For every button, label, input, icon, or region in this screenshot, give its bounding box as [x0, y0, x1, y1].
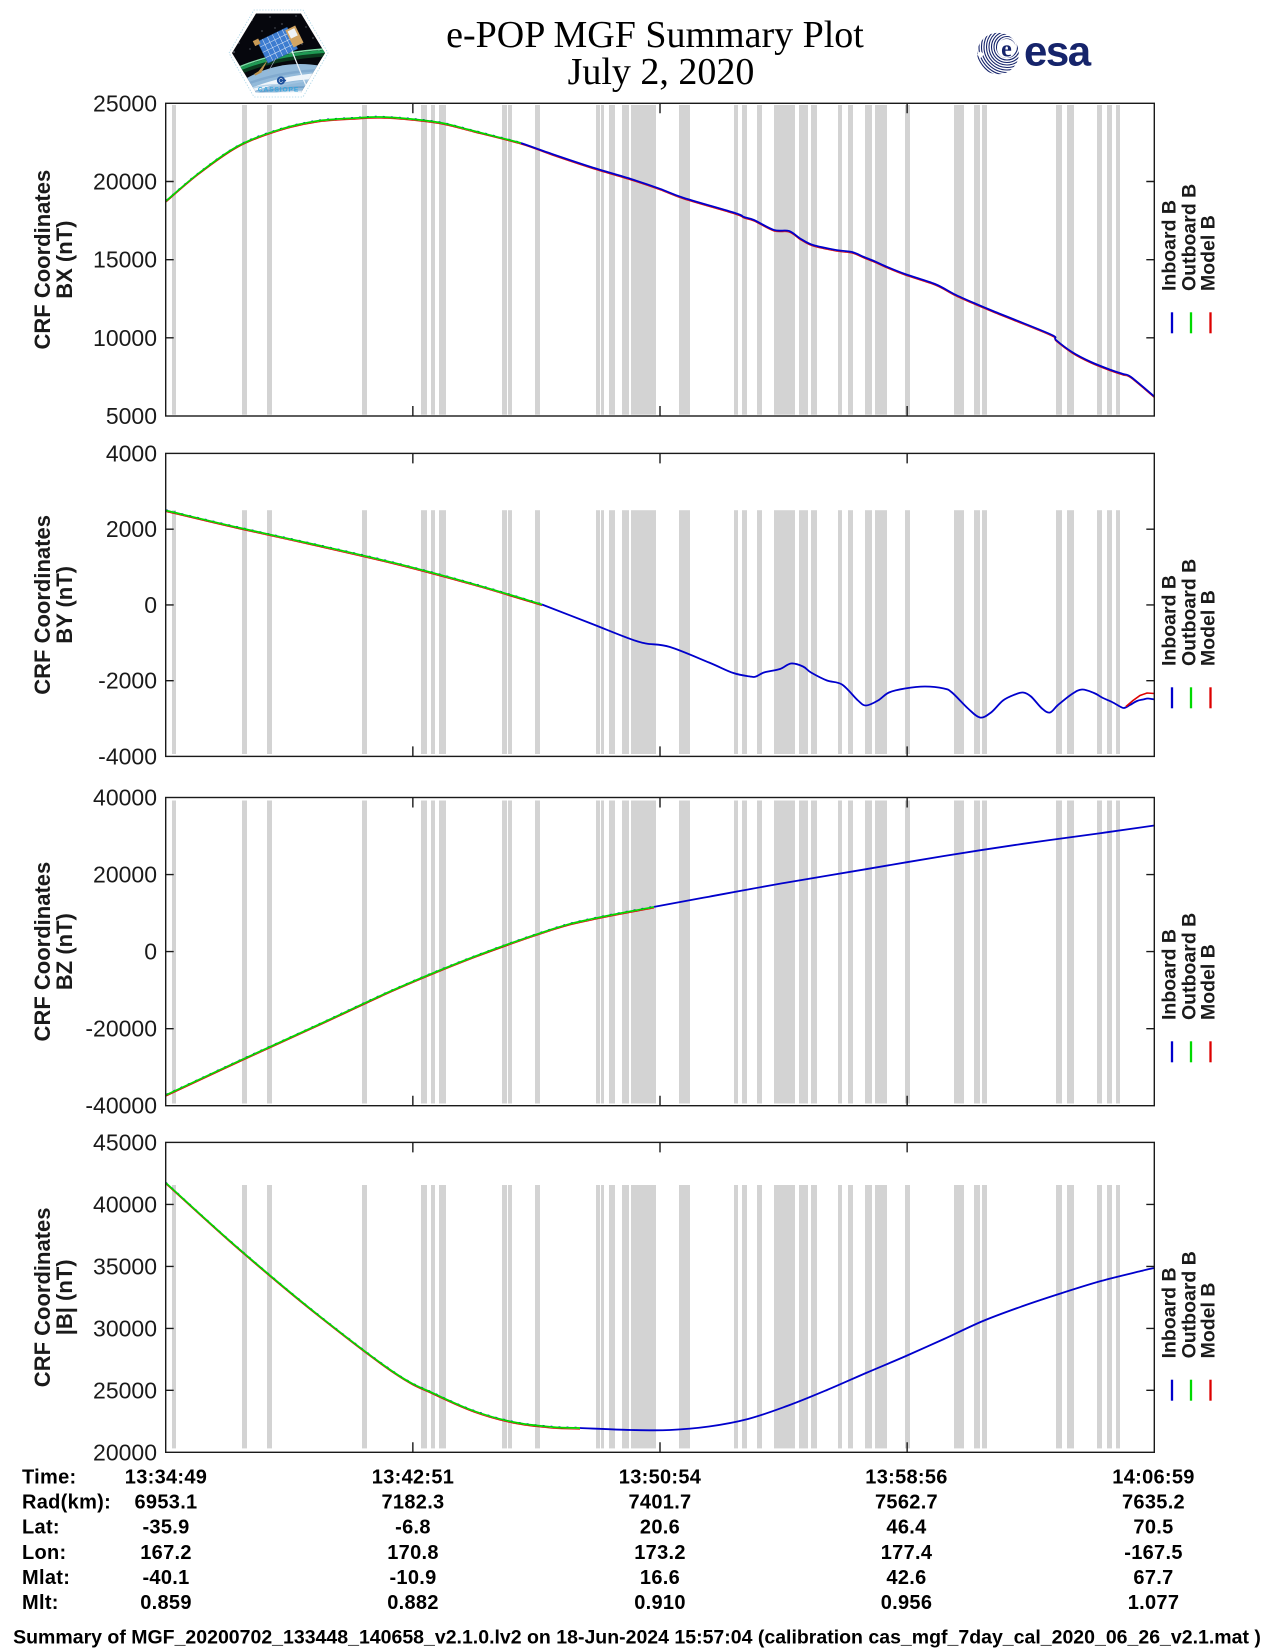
svg-text:Lon:: Lon: — [22, 1542, 67, 1564]
svg-text:0: 0 — [144, 939, 157, 965]
svg-text:BX (nT): BX (nT) — [52, 221, 77, 299]
svg-text:CRF Coordinates: CRF Coordinates — [30, 515, 55, 695]
svg-text:Outboard B: Outboard B — [1179, 559, 1201, 666]
svg-text:BZ (nT): BZ (nT) — [52, 913, 77, 990]
svg-text:Lat:: Lat: — [22, 1517, 60, 1539]
svg-text:14:06:59: 14:06:59 — [1112, 1467, 1194, 1489]
svg-text:5000: 5000 — [106, 403, 157, 429]
svg-text:Summary of MGF_20200702_133448: Summary of MGF_20200702_133448_140658_v2… — [13, 1627, 1261, 1649]
svg-text:13:50:54: 13:50:54 — [619, 1467, 702, 1489]
svg-text:e: e — [1001, 37, 1012, 63]
svg-text:7562.7: 7562.7 — [875, 1492, 938, 1514]
svg-text:CASSIOPE: CASSIOPE — [258, 87, 299, 94]
svg-text:6953.1: 6953.1 — [135, 1492, 198, 1514]
svg-text:0.882: 0.882 — [387, 1592, 439, 1614]
svg-text:Inboard B: Inboard B — [1159, 1267, 1181, 1358]
svg-text:177.4: 177.4 — [881, 1542, 933, 1564]
svg-text:July 2, 2020: July 2, 2020 — [568, 51, 755, 93]
svg-text:-2000: -2000 — [98, 668, 157, 694]
svg-text:70.5: 70.5 — [1133, 1517, 1173, 1539]
svg-text:25000: 25000 — [93, 90, 157, 116]
svg-text:46.4: 46.4 — [886, 1517, 927, 1539]
svg-text:Mlt:: Mlt: — [22, 1592, 59, 1614]
svg-text:-167.5: -167.5 — [1124, 1542, 1183, 1564]
svg-text:Inboard B: Inboard B — [1159, 575, 1181, 666]
svg-text:13:42:51: 13:42:51 — [372, 1467, 454, 1489]
svg-text:20000: 20000 — [93, 169, 157, 195]
svg-text:20000: 20000 — [93, 862, 157, 888]
svg-text:45000: 45000 — [93, 1129, 157, 1155]
svg-text:7182.3: 7182.3 — [382, 1492, 445, 1514]
svg-text:-4000: -4000 — [98, 743, 157, 769]
svg-text:167.2: 167.2 — [140, 1542, 192, 1564]
svg-text:Outboard B: Outboard B — [1179, 913, 1201, 1020]
svg-text:170.8: 170.8 — [387, 1542, 439, 1564]
svg-text:2000: 2000 — [106, 516, 157, 542]
svg-text:Outboard B: Outboard B — [1179, 184, 1201, 291]
svg-text:0.910: 0.910 — [634, 1592, 686, 1614]
svg-text:Inboard B: Inboard B — [1159, 200, 1181, 291]
svg-text:-10.9: -10.9 — [389, 1567, 436, 1589]
svg-text:1.077: 1.077 — [1128, 1592, 1180, 1614]
svg-text:30000: 30000 — [93, 1315, 157, 1341]
svg-text:Inboard B: Inboard B — [1159, 929, 1181, 1020]
svg-text:4000: 4000 — [106, 440, 157, 466]
svg-text:13:58:56: 13:58:56 — [865, 1467, 947, 1489]
svg-text:e-POP MGF Summary Plot: e-POP MGF Summary Plot — [446, 14, 864, 56]
svg-text:Model B: Model B — [1198, 590, 1220, 666]
svg-text:20000: 20000 — [93, 1439, 157, 1465]
svg-text:0: 0 — [144, 592, 157, 618]
svg-text:-40.1: -40.1 — [142, 1567, 189, 1589]
svg-text:Rad(km):: Rad(km): — [22, 1492, 111, 1514]
svg-text:|B| (nT): |B| (nT) — [52, 1259, 77, 1335]
svg-text:Model B: Model B — [1198, 1283, 1220, 1359]
svg-text:67.7: 67.7 — [1133, 1567, 1173, 1589]
svg-text:35000: 35000 — [93, 1253, 157, 1279]
svg-text:7635.2: 7635.2 — [1122, 1492, 1185, 1514]
svg-text:13:34:49: 13:34:49 — [125, 1467, 207, 1489]
svg-text:10000: 10000 — [93, 325, 157, 351]
svg-text:CRF Coordinates: CRF Coordinates — [30, 862, 55, 1042]
svg-text:-6.8: -6.8 — [395, 1517, 431, 1539]
svg-text:15000: 15000 — [93, 247, 157, 273]
svg-text:CRF Coordinates: CRF Coordinates — [30, 1208, 55, 1388]
svg-text:Model B: Model B — [1198, 215, 1220, 291]
svg-text:40000: 40000 — [93, 1191, 157, 1217]
svg-text:-40000: -40000 — [85, 1093, 157, 1119]
svg-text:CRF Coordinates: CRF Coordinates — [30, 170, 55, 350]
svg-text:Model B: Model B — [1198, 944, 1220, 1020]
svg-text:0.956: 0.956 — [881, 1592, 933, 1614]
svg-text:20.6: 20.6 — [640, 1517, 680, 1539]
svg-text:173.2: 173.2 — [634, 1542, 686, 1564]
svg-text:Outboard B: Outboard B — [1179, 1251, 1201, 1358]
svg-text:Mlat:: Mlat: — [22, 1567, 70, 1589]
svg-text:42.6: 42.6 — [886, 1567, 926, 1589]
svg-text:BY (nT): BY (nT) — [52, 566, 77, 644]
svg-text:Time:: Time: — [22, 1467, 76, 1489]
svg-text:16.6: 16.6 — [640, 1567, 680, 1589]
svg-text:-20000: -20000 — [85, 1016, 157, 1042]
svg-text:esa: esa — [1024, 28, 1092, 75]
svg-text:-35.9: -35.9 — [142, 1517, 189, 1539]
svg-text:0.859: 0.859 — [140, 1592, 192, 1614]
svg-text:40000: 40000 — [93, 785, 157, 811]
svg-text:7401.7: 7401.7 — [629, 1492, 692, 1514]
svg-text:25000: 25000 — [93, 1377, 157, 1403]
